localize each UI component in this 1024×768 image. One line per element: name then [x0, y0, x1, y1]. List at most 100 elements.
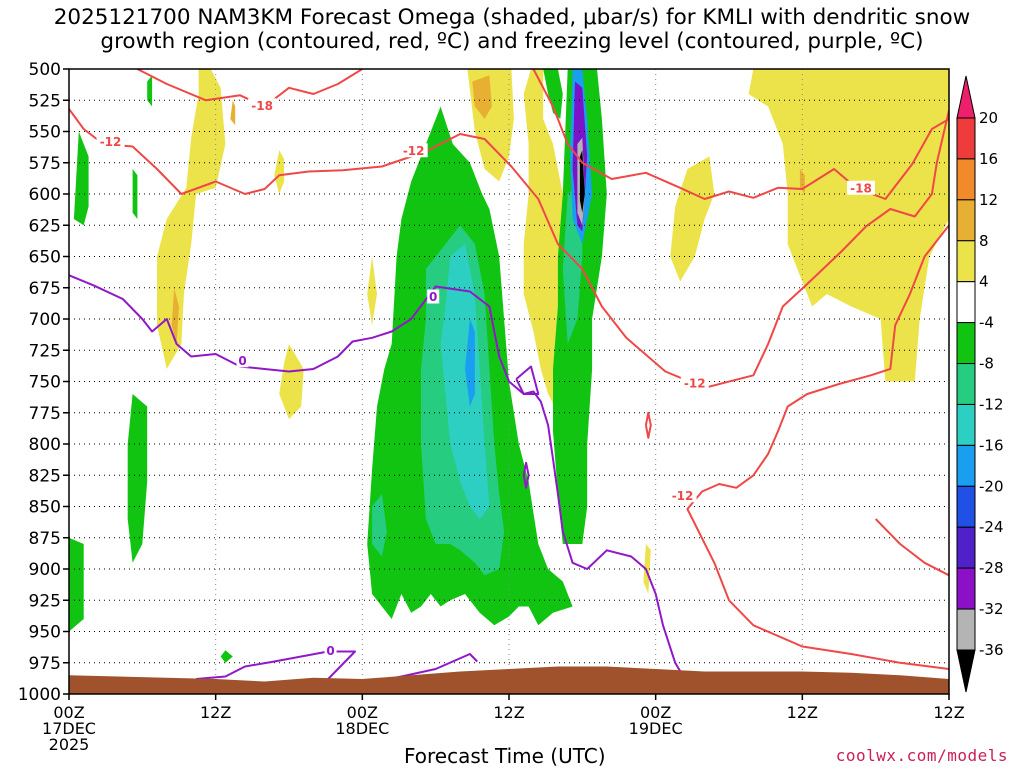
dgz-contour-line: [686, 224, 949, 670]
contour-label-bg: [847, 180, 875, 195]
y-tick-label: 600: [29, 185, 61, 205]
contour-label-bg: [236, 353, 249, 368]
colorbar-segment: [956, 322, 976, 365]
dgz-contour-line: [644, 411, 652, 439]
y-tick-label: 575: [29, 154, 61, 174]
shaded-region-blue: [465, 319, 475, 407]
shaded-region-yellow: [670, 156, 715, 282]
y-tick-label: 825: [29, 466, 61, 486]
colorbar-segment: [956, 567, 976, 610]
terrain-polygon: [69, 666, 949, 694]
colorbar-segment: [956, 526, 976, 569]
shaded-region-yellow: [367, 256, 377, 326]
contour-label: -12: [403, 144, 425, 158]
watermark: coolwx.com/models: [835, 746, 1008, 765]
y-tick-label: 800: [29, 435, 61, 455]
x-tick-label: 12Z: [200, 703, 231, 722]
colorbar-segment: [956, 158, 976, 201]
shaded-region-green: [543, 69, 563, 119]
freezing-contour-line: [515, 365, 540, 395]
freezing-contours: [69, 274, 684, 685]
colorbar-tick-label: 8: [979, 232, 989, 250]
colorbar-tick-label: 12: [979, 191, 998, 209]
y-tick-label: 725: [29, 341, 61, 361]
contour-labels: -18 -12 -12 -18 -12 -12 0 0 0: [96, 98, 875, 658]
freezing-contour-line: [69, 274, 684, 676]
x-axis-label: Forecast Time (UTC): [404, 744, 606, 768]
freezing-contour-line: [196, 650, 478, 685]
contour-label: -12: [100, 135, 122, 149]
colorbar-segment: [956, 363, 976, 405]
y-tick-label: 550: [29, 123, 61, 143]
contour-label: -18: [251, 99, 273, 113]
colorbar-tick-label: 4: [979, 273, 989, 291]
y-tick-label: 525: [29, 91, 61, 111]
colorbar-top-triangle: [956, 75, 976, 119]
contour-label-bg: [248, 98, 277, 113]
shaded-region-black: [579, 150, 585, 213]
colorbar-tick-label: -12: [979, 395, 1004, 413]
x-tick-label: 18DEC: [335, 719, 389, 738]
chart-title: 2025121700 NAM3KM Forecast Omega (shaded…: [0, 6, 1024, 54]
y-tick-label: 500: [29, 60, 61, 80]
contour-label: 0: [429, 290, 437, 304]
x-tick-label: 00Z: [640, 703, 671, 722]
x-tick-label: 2025: [49, 735, 90, 754]
contour-label: -12: [684, 376, 706, 390]
colorbar-tick-label: -28: [979, 559, 1004, 577]
shaded-region-yellow: [279, 344, 304, 419]
shaded-region-yellow: [643, 544, 651, 594]
dgz-contour-line: [874, 518, 949, 577]
contour-label-bg: [96, 134, 125, 149]
y-tick-label: 975: [29, 654, 61, 674]
x-tick-label: 19DEC: [629, 719, 683, 738]
colorbar-segment: [956, 485, 976, 528]
y-axis: 500 525 550 575 600 625 650 675 700 725 750 775 800 8…: [18, 60, 69, 705]
shaded-region-teal: [372, 494, 387, 557]
shaded-region-yellow: [748, 69, 949, 382]
colorbar-segment: [956, 608, 976, 651]
y-tick-label: 625: [29, 216, 61, 236]
contour-label-bg: [427, 289, 440, 304]
x-tick-label: 12Z: [493, 703, 524, 722]
shaded-region-yellow: [274, 150, 285, 194]
shaded-region-green: [553, 69, 607, 544]
chart-title-line1: 2025121700 NAM3KM Forecast Omega (shaded…: [53, 5, 971, 30]
shaded-region-orange: [230, 100, 236, 126]
contour-label: 0: [326, 644, 334, 658]
x-tick-label: 00Z: [53, 703, 84, 722]
x-tick-label: 17DEC: [42, 719, 96, 738]
freezing-contour-line: [522, 461, 530, 489]
colorbar-tick-label: -8: [979, 355, 994, 373]
shaded-region-orange: [171, 287, 179, 344]
shaded-region-cyan: [440, 244, 490, 519]
shaded-region-green: [69, 537, 84, 632]
dgz-contours: [69, 69, 949, 670]
x-tick-label: 12Z: [787, 703, 818, 722]
dgz-contour-line: [532, 69, 949, 200]
y-tick-label: 750: [29, 373, 61, 393]
colorbar-segment: [956, 281, 976, 324]
contour-label: -12: [672, 489, 694, 503]
shaded-region-green: [127, 394, 148, 563]
x-tick-label: 12Z: [933, 703, 964, 722]
terrain-fill: [69, 666, 949, 694]
contour-label-bg: [324, 643, 337, 658]
colorbar-segment: [956, 444, 976, 487]
y-tick-label: 650: [29, 248, 61, 268]
omega-shading: [69, 69, 949, 663]
colorbar-tick-label: -16: [979, 436, 1004, 454]
colorbar-segment: [956, 403, 976, 446]
colorbar-tick-label: 16: [979, 150, 998, 168]
y-tick-label: 1000: [18, 685, 61, 705]
x-tick-label: 00Z: [347, 703, 378, 722]
colorbar-segment: [956, 117, 976, 160]
y-tick-label: 850: [29, 498, 61, 518]
contour-label-bg: [680, 375, 709, 390]
contour-label: 0: [238, 354, 246, 368]
contour-label-bg: [399, 143, 428, 158]
colorbar-tick-label: 20: [979, 109, 998, 127]
shaded-region-orange: [472, 75, 492, 119]
